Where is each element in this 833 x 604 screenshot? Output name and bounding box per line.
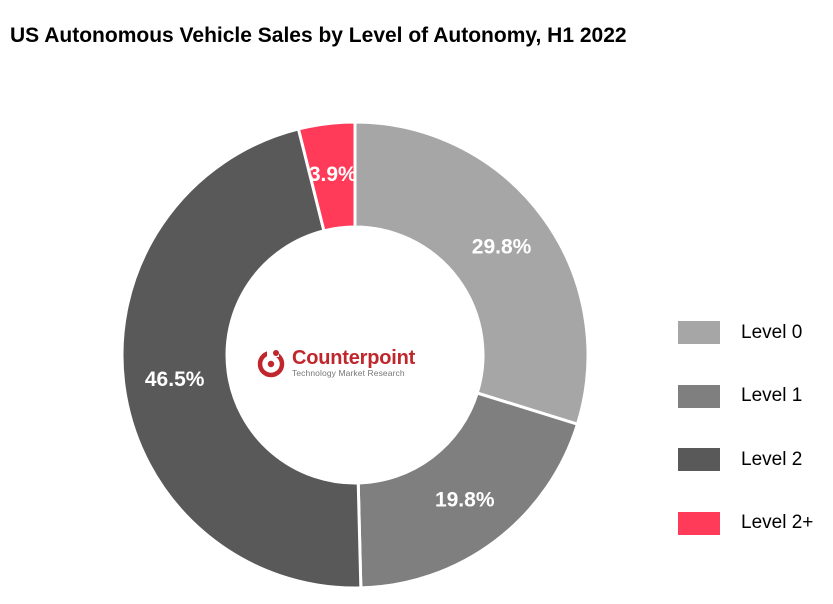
legend-swatch	[678, 321, 720, 344]
slice-level-0	[353, 120, 590, 427]
slice-label: 3.9%	[309, 163, 357, 186]
legend-label: Level 0	[741, 321, 803, 343]
slice-label: 46.5%	[145, 368, 205, 391]
legend: Level 0 Level 1 Level 2 Level 2+	[678, 320, 813, 574]
slice-label: 19.8%	[435, 489, 495, 512]
slice-level-2	[120, 127, 363, 590]
slice-level-2-plus	[296, 120, 357, 233]
legend-item-level-1: Level 1	[678, 384, 813, 409]
legend-label: Level 2	[741, 448, 803, 470]
slice-label: 29.8%	[472, 236, 532, 259]
legend-label: Level 1	[741, 385, 803, 406]
legend-item-level-0: Level 0	[678, 320, 813, 345]
logo-name: Counterpoint	[292, 347, 416, 370]
legend-swatch	[678, 511, 720, 535]
logo-tagline: Technology Market Research	[292, 368, 405, 379]
legend-item-level-2: Level 2	[678, 447, 813, 472]
legend-swatch	[678, 384, 720, 408]
counterpoint-logo-icon	[257, 348, 285, 378]
slice-level-1	[356, 391, 580, 590]
counterpoint-logo: Counterpoint Technology Market Research	[256, 348, 415, 378]
legend-label: Level 2+	[741, 512, 814, 533]
legend-item-level-2-plus: Level 2+	[678, 511, 813, 536]
legend-swatch	[678, 448, 720, 471]
chart-title: US Autonomous Vehicle Sales by Level of …	[10, 24, 627, 47]
